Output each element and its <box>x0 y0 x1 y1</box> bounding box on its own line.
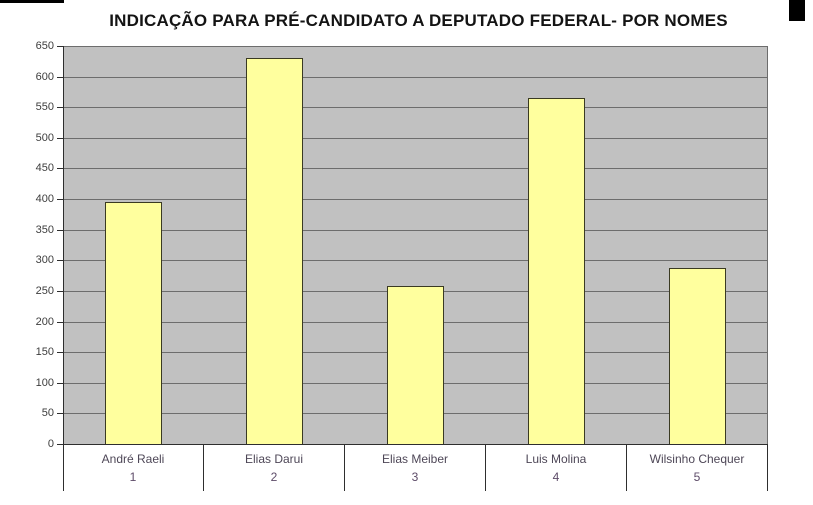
category-label: André Raeli <box>101 452 165 466</box>
y-tick-mark-150 <box>57 352 63 353</box>
y-tick-mark-450 <box>57 168 63 169</box>
y-tick-label-450: 450 <box>35 162 54 174</box>
gridline-500 <box>63 138 768 139</box>
category-number: 5 <box>693 470 701 484</box>
bar-2 <box>246 58 303 444</box>
y-tick-mark-200 <box>57 322 63 323</box>
gridline-400 <box>63 199 768 200</box>
gridline-350 <box>63 230 768 231</box>
y-tick-mark-250 <box>57 291 63 292</box>
y-tick-label-150: 150 <box>35 346 54 358</box>
gridline-600 <box>63 77 768 78</box>
gridline-650 <box>63 46 768 47</box>
category-label: Elias Darui <box>244 452 304 466</box>
category-label: Wilsinho Chequer <box>649 452 745 466</box>
gridline-550 <box>63 107 768 108</box>
screenshot-artifact-top-left <box>0 0 64 3</box>
category-number: 2 <box>270 470 278 484</box>
x-axis-line <box>63 444 768 445</box>
category-cell-2: Elias Darui 2 <box>204 445 345 491</box>
category-number: 1 <box>129 470 137 484</box>
y-tick-mark-400 <box>57 199 63 200</box>
y-tick-label-550: 550 <box>35 101 54 113</box>
y-tick-label-500: 500 <box>35 132 54 144</box>
screenshot-artifact-top-right <box>789 0 805 21</box>
bar-5 <box>669 268 726 444</box>
y-tick-label-650: 650 <box>35 40 54 52</box>
category-number: 4 <box>552 470 560 484</box>
category-label: Luis Molina <box>525 452 587 466</box>
y-tick-mark-0 <box>57 444 63 445</box>
y-tick-label-250: 250 <box>35 285 54 297</box>
y-axis-line <box>63 46 64 491</box>
category-cell-5: Wilsinho Chequer 5 <box>627 445 768 491</box>
gridline-300 <box>63 260 768 261</box>
plot-area <box>63 46 768 444</box>
category-label: Elias Meiber <box>381 452 449 466</box>
y-tick-label-300: 300 <box>35 254 54 266</box>
y-tick-mark-650 <box>57 46 63 47</box>
y-tick-mark-500 <box>57 138 63 139</box>
y-tick-label-400: 400 <box>35 193 54 205</box>
y-tick-mark-50 <box>57 413 63 414</box>
gridline-450 <box>63 168 768 169</box>
bar-1 <box>105 202 162 444</box>
y-tick-label-50: 50 <box>41 407 54 419</box>
y-tick-label-350: 350 <box>35 224 54 236</box>
category-cell-1: André Raeli 1 <box>63 445 204 491</box>
y-tick-label-100: 100 <box>35 377 54 389</box>
y-tick-mark-350 <box>57 230 63 231</box>
category-cell-3: Elias Meiber 3 <box>345 445 486 491</box>
y-tick-mark-100 <box>57 383 63 384</box>
category-cell-4: Luis Molina 4 <box>486 445 627 491</box>
y-tick-mark-600 <box>57 77 63 78</box>
bar-3 <box>387 286 444 444</box>
y-tick-label-600: 600 <box>35 71 54 83</box>
y-tick-mark-550 <box>57 107 63 108</box>
category-number: 3 <box>411 470 419 484</box>
y-tick-label-0: 0 <box>47 438 54 450</box>
plot-right-edge <box>767 46 768 444</box>
chart-title: INDICAÇÃO PARA PRÉ-CANDIDATO A DEPUTADO … <box>109 11 728 30</box>
bar-4 <box>528 98 585 444</box>
y-tick-label-200: 200 <box>35 316 54 328</box>
y-tick-mark-300 <box>57 260 63 261</box>
